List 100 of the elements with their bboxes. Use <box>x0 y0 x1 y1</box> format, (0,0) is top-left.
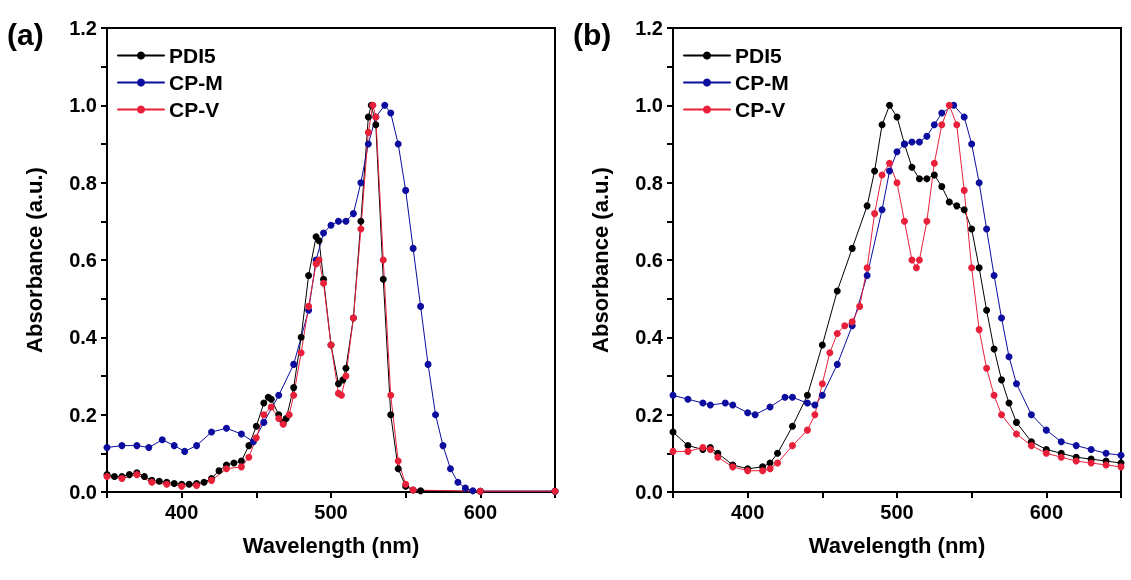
point <box>334 380 342 388</box>
point <box>320 279 328 287</box>
point <box>900 217 908 225</box>
point <box>237 430 245 438</box>
point <box>960 186 968 194</box>
point <box>387 109 395 117</box>
y-tick-label: 0.8 <box>635 171 663 194</box>
point <box>998 314 1006 322</box>
point <box>446 465 454 473</box>
point <box>938 183 946 191</box>
point <box>818 341 826 349</box>
point <box>878 121 886 129</box>
point <box>983 225 991 233</box>
point <box>320 229 328 237</box>
y-tick-label: 1.2 <box>69 17 97 39</box>
y-tick-label: 0.6 <box>635 249 663 271</box>
x-tick-label: 600 <box>463 501 498 523</box>
point <box>158 436 166 444</box>
point <box>364 140 372 148</box>
point <box>267 403 275 411</box>
point <box>818 380 826 388</box>
point <box>155 477 163 485</box>
point <box>912 264 920 272</box>
point <box>744 409 752 417</box>
point <box>930 159 938 167</box>
point <box>938 121 946 129</box>
y-tick-label: 0.2 <box>635 403 663 426</box>
point <box>170 442 178 450</box>
point <box>305 271 313 279</box>
point <box>387 391 395 399</box>
point <box>364 113 372 121</box>
point <box>968 264 976 272</box>
y-axis-title: Absorbance (a.u.) <box>587 167 613 353</box>
point <box>409 244 417 252</box>
point <box>327 221 335 229</box>
y-tick-label: 0.8 <box>69 171 97 194</box>
point <box>260 411 268 419</box>
point <box>886 159 894 167</box>
point <box>848 318 856 326</box>
y-tick-label: 0.6 <box>69 249 97 271</box>
point <box>908 163 916 171</box>
point <box>193 442 201 450</box>
point <box>788 422 796 430</box>
point <box>990 391 998 399</box>
point <box>818 391 826 399</box>
point <box>245 453 253 461</box>
chart-title: (a) <box>7 17 44 51</box>
point <box>923 217 931 225</box>
point <box>960 206 968 214</box>
point <box>215 467 223 475</box>
point <box>848 244 856 252</box>
point <box>729 401 737 409</box>
chart-title: (b) <box>573 17 612 51</box>
point <box>145 444 153 452</box>
point <box>863 202 871 210</box>
point <box>833 329 841 337</box>
point <box>968 225 976 233</box>
point <box>469 487 477 495</box>
x-tick-label: 400 <box>164 501 199 523</box>
point <box>714 453 722 461</box>
point <box>297 333 305 341</box>
point <box>841 322 849 330</box>
point <box>983 364 991 372</box>
point <box>1057 453 1065 461</box>
point <box>1012 380 1020 388</box>
y-tick-label: 0.2 <box>69 403 97 426</box>
point <box>402 186 410 194</box>
point <box>788 393 796 401</box>
point <box>953 202 961 210</box>
legend-label: PDI5 <box>169 44 217 67</box>
point <box>103 444 111 452</box>
point <box>788 442 796 450</box>
point <box>357 225 365 233</box>
point <box>938 109 946 117</box>
point <box>975 264 983 272</box>
point <box>759 467 767 475</box>
y-tick-label: 1.0 <box>69 94 97 117</box>
point <box>923 175 931 183</box>
point <box>781 393 789 401</box>
point <box>953 121 961 129</box>
point <box>170 479 178 487</box>
point <box>432 411 440 419</box>
y-axis-title: Absorbance (a.u.) <box>21 167 47 353</box>
point <box>1042 449 1050 457</box>
legend-label: PDI5 <box>735 44 783 67</box>
point <box>245 442 253 450</box>
point <box>285 411 293 419</box>
point <box>774 449 782 457</box>
point <box>930 121 938 129</box>
point <box>1027 442 1035 450</box>
point <box>454 478 462 486</box>
point <box>222 424 230 432</box>
x-tick-label: 400 <box>730 501 765 523</box>
point <box>1027 411 1035 419</box>
point <box>886 167 894 175</box>
point <box>998 411 1006 419</box>
x-tick-label: 500 <box>314 501 348 523</box>
point <box>185 480 193 488</box>
x-axis-title: Wavelength (nm) <box>808 532 986 558</box>
point <box>275 391 283 399</box>
